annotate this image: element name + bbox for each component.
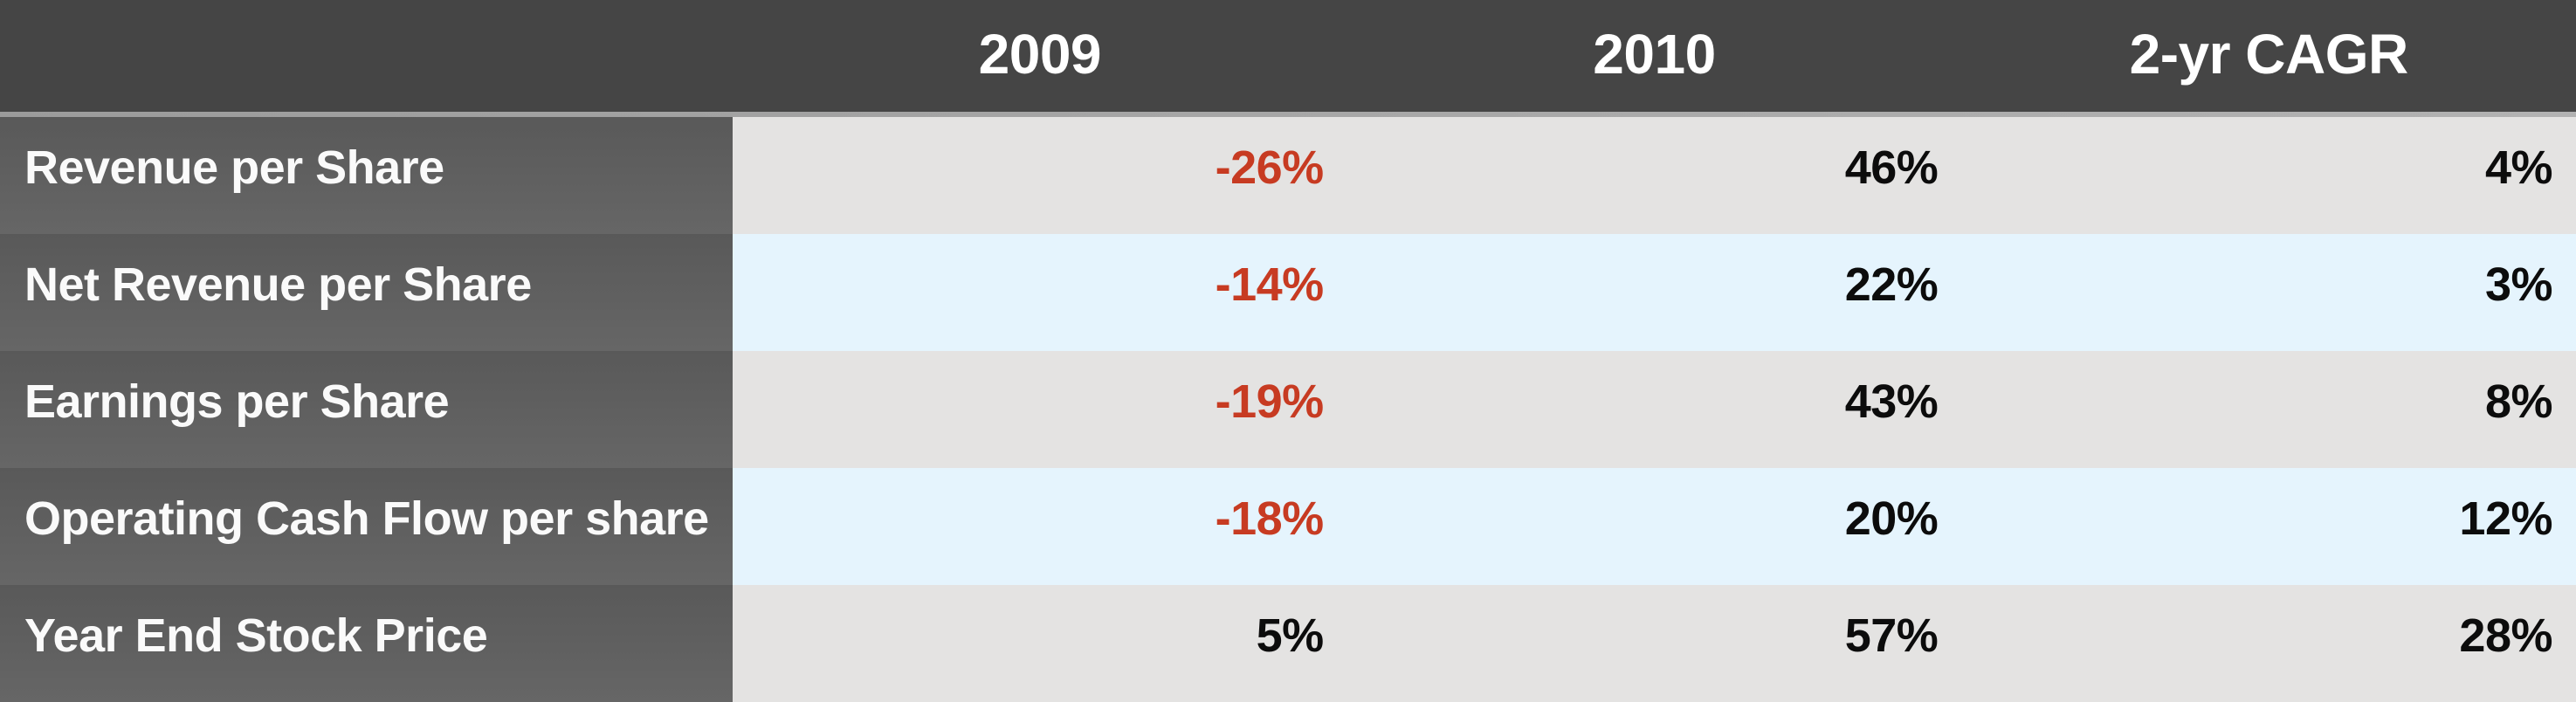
cell-cagr-value: 3%: [2484, 258, 2553, 311]
cell-2009-value: -26%: [1215, 141, 1325, 194]
table-row-revenue-per-share: Revenue per Share -26% 46% 4%: [0, 117, 2576, 234]
table-row-year-end-stock-price: Year End Stock Price 5% 57% 28%: [0, 585, 2576, 702]
cell-2009-value: -14%: [1215, 258, 1325, 311]
cell-2010-value: 43%: [1844, 375, 1939, 428]
cell-cagr-value: 8%: [2484, 375, 2553, 428]
cell-2010-value: 22%: [1844, 258, 1939, 311]
header-separator: [0, 112, 2576, 117]
cell-2009-value: -18%: [1215, 492, 1325, 545]
table-row-earnings-per-share: Earnings per Share -19% 43% 8%: [0, 351, 2576, 468]
cell-cagr-value: 4%: [2484, 141, 2553, 194]
row-label: Revenue per Share: [0, 117, 733, 234]
cell-cagr-value: 28%: [2459, 609, 2552, 662]
header-cell-2010: 2010: [1593, 23, 1716, 86]
cell-2010-value: 20%: [1844, 492, 1939, 545]
cell-2009-value: 5%: [1256, 609, 1325, 662]
row-label: Operating Cash Flow per share: [0, 468, 733, 585]
header-cell-2009: 2009: [978, 23, 1102, 86]
table-row-operating-cash-flow-per-share: Operating Cash Flow per share -18% 20% 1…: [0, 468, 2576, 585]
cell-2009-value: -19%: [1215, 375, 1325, 428]
header-row: 2009 2010 2-yr CAGR: [0, 0, 2576, 112]
cell-cagr-value: 12%: [2459, 492, 2552, 545]
row-label: Net Revenue per Share: [0, 234, 733, 351]
header-cell-blank: [0, 0, 733, 112]
cell-2010-value: 57%: [1844, 609, 1939, 662]
header-cell-2yr-cagr: 2-yr CAGR: [2129, 23, 2409, 86]
table-row-net-revenue-per-share: Net Revenue per Share -14% 22% 3%: [0, 234, 2576, 351]
row-label: Earnings per Share: [0, 351, 733, 468]
row-label: Year End Stock Price: [0, 585, 733, 702]
cell-2010-value: 46%: [1844, 141, 1939, 194]
